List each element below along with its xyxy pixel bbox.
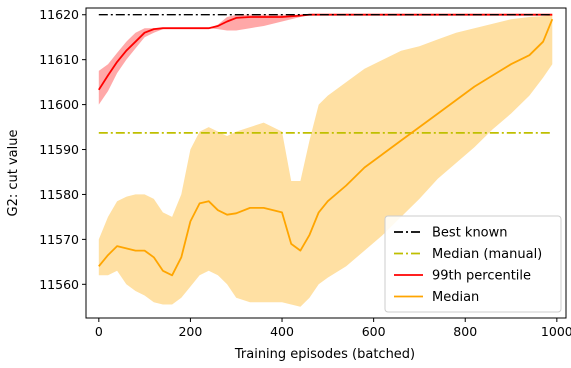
- legend-label: Best known: [432, 226, 508, 241]
- y-tick-label: 11620: [39, 7, 79, 22]
- y-axis-label: G2: cut value: [6, 130, 21, 217]
- series-line-median: [98, 18, 554, 277]
- x-tick-label: 600: [362, 324, 386, 339]
- axes: 0 200 400 600 800 1000 11560 11570 11580 11590 116…: [39, 7, 571, 339]
- y-tick-label: 11570: [39, 232, 79, 247]
- band-median: [98, 14, 553, 307]
- series-lines: [98, 13, 554, 277]
- x-tick-label: 0: [95, 324, 103, 339]
- x-axis-label: Training episodes (batched): [234, 347, 415, 362]
- x-tick-label: 800: [453, 324, 477, 339]
- legend-label: Median: [432, 290, 479, 305]
- y-tick-label: 11560: [39, 277, 79, 292]
- y-tick-label: 11610: [39, 52, 79, 67]
- confidence-bands: [98, 14, 553, 307]
- legend-box: [384, 215, 562, 313]
- y-tick-label: 11590: [39, 142, 79, 157]
- legend-label: Median (manual): [432, 247, 542, 262]
- plot-frame: [85, 7, 567, 319]
- x-tick-label: 1000: [541, 324, 571, 339]
- y-tick-label: 11600: [39, 97, 79, 112]
- y-tick-label: 11580: [39, 187, 79, 202]
- legend: Best known Median (manual) 99th percentile…: [384, 215, 562, 313]
- legend-label: 99th percentile: [432, 269, 531, 284]
- x-tick-label: 200: [178, 324, 202, 339]
- x-tick-label: 400: [270, 324, 294, 339]
